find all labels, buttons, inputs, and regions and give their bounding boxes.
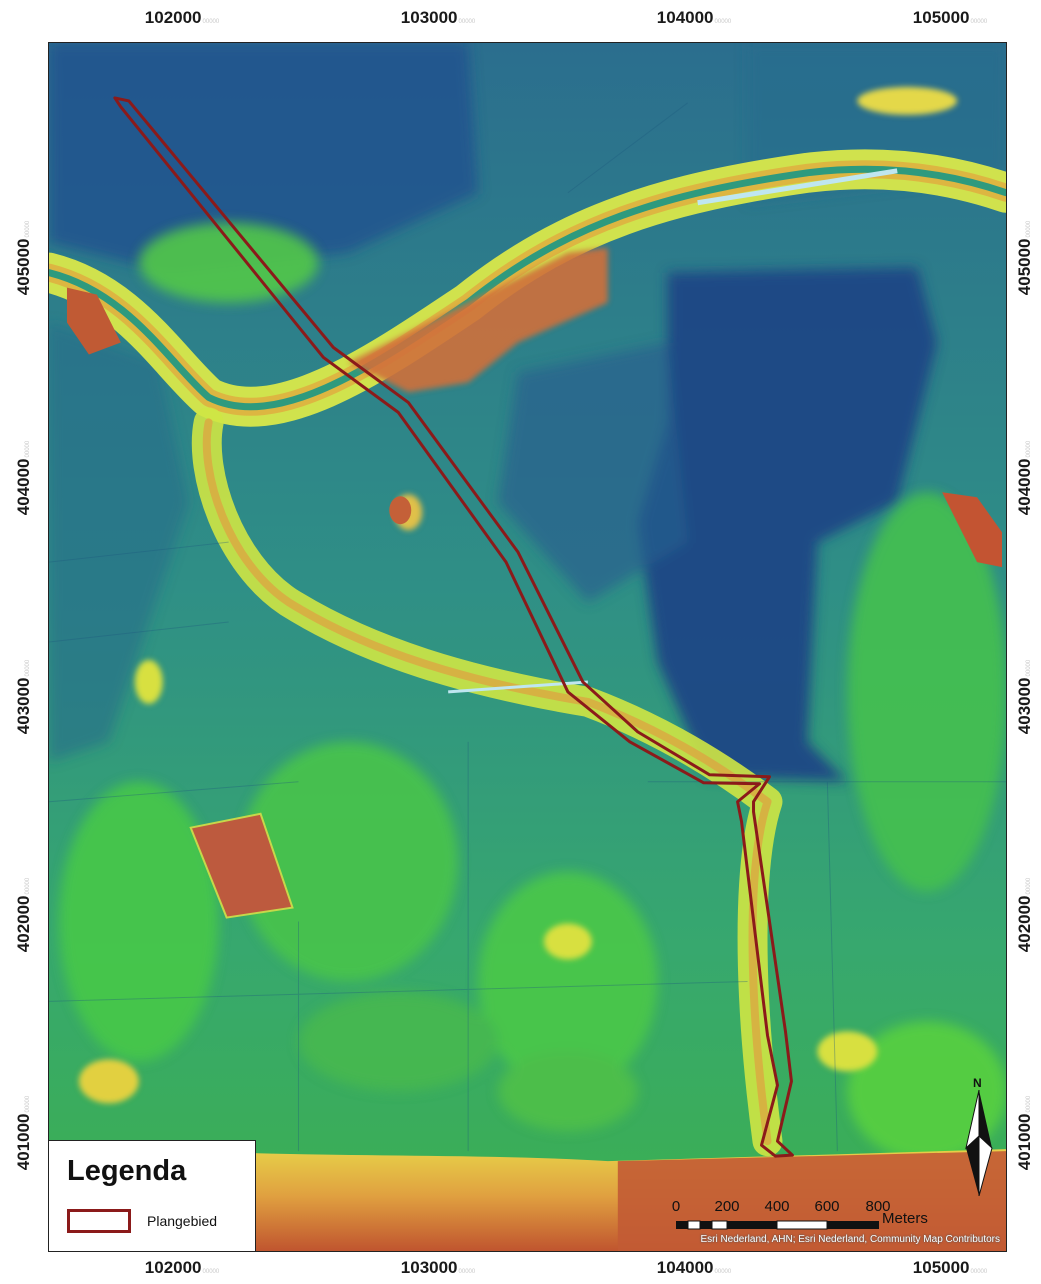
y-tick-label-right-3: 40300000000 <box>1015 659 1034 735</box>
legend-title: Legenda <box>67 1155 187 1187</box>
y-tick-label-right-5: 40100000000 <box>1015 1095 1034 1171</box>
river-dike <box>49 149 1006 427</box>
north-arrow: N <box>962 1076 996 1196</box>
orange-patch-left <box>66 287 121 355</box>
x-tick-label-bottom-3: 10400000000 <box>656 1258 732 1277</box>
y-tick-label-left-2: 40400000000 <box>14 440 33 516</box>
legend-label-plangebied: Plangebied <box>147 1213 218 1229</box>
x-tick-label-bottom-2: 10300000000 <box>400 1258 476 1277</box>
scale-bar-graphic <box>676 1220 879 1230</box>
reservoir <box>189 812 294 919</box>
scale-label-0: 0 <box>671 1198 681 1215</box>
scale-label-600: 600 <box>814 1198 840 1215</box>
legend: Legenda Plangebied <box>48 1140 256 1252</box>
y-tick-label-left-1: 40500000000 <box>14 220 33 296</box>
orange-spot <box>389 496 412 525</box>
orange-plateau <box>348 247 608 393</box>
map-frame[interactable] <box>48 42 1007 1252</box>
map-attribution: Esri Nederland, AHN; Esri Nederland, Com… <box>700 1234 1000 1245</box>
scale-bar: 0 200 400 600 800 Meters <box>668 1198 998 1238</box>
y-tick-label-left-4: 40200000000 <box>14 877 33 953</box>
green-patches <box>58 222 1006 1162</box>
scale-label-200: 200 <box>714 1198 740 1215</box>
y-tick-label-left-5: 40100000000 <box>14 1095 33 1171</box>
y-tick-label-right-4: 40200000000 <box>1015 877 1034 953</box>
x-tick-label-top-3: 10400000000 <box>656 8 732 27</box>
canal-dike <box>191 407 783 1157</box>
x-tick-label-bottom-1: 10200000000 <box>144 1258 220 1277</box>
x-tick-label-bottom-4: 10500000000 <box>912 1258 988 1277</box>
water-strip-1 <box>697 168 898 206</box>
north-arrow-icon <box>965 1090 993 1196</box>
orange-patch-right <box>942 492 1003 568</box>
scale-label-400: 400 <box>764 1198 790 1215</box>
legend-swatch-plangebied <box>67 1209 131 1233</box>
y-tick-label-left-3: 40300000000 <box>14 659 33 735</box>
elevation-map[interactable] <box>49 43 1006 1251</box>
x-tick-label-top-1: 10200000000 <box>144 8 220 27</box>
x-tick-label-top-4: 10500000000 <box>912 8 988 27</box>
scale-units: Meters <box>882 1210 928 1227</box>
x-tick-label-top-2: 10300000000 <box>400 8 476 27</box>
y-tick-label-right-1: 40500000000 <box>1015 220 1034 296</box>
plangebied-outline <box>113 96 794 1158</box>
scale-label-800: 800 <box>865 1198 891 1215</box>
north-arrow-label: N <box>973 1076 982 1090</box>
y-tick-label-right-2: 40400000000 <box>1015 440 1034 516</box>
